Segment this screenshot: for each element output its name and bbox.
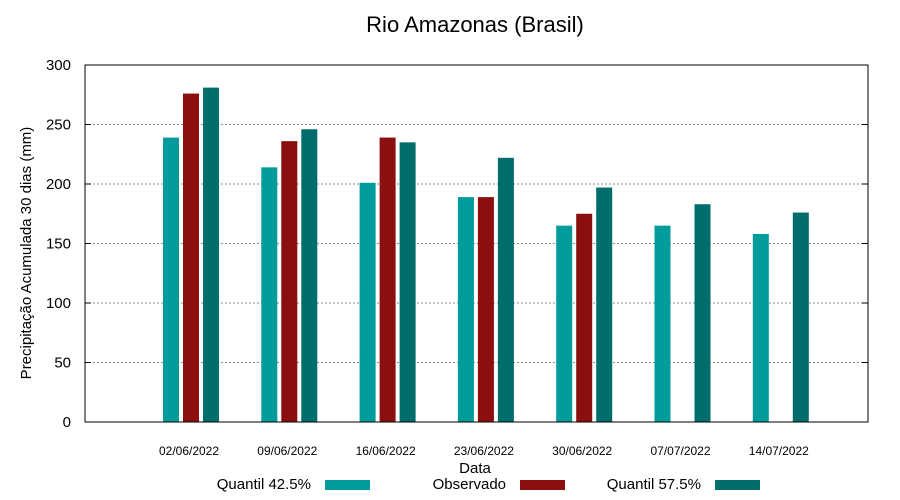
- bar-quantil-57-5--3: [497, 157, 514, 422]
- bar-quantil-42-5--5: [654, 225, 671, 422]
- bar-quantil-42-5--6: [752, 233, 769, 422]
- legend: Quantil 42.5% Observado Quantil 57.5%: [217, 476, 760, 493]
- bar-quantil-57-5--6: [792, 212, 809, 422]
- legend-swatch: [520, 480, 565, 490]
- bar-observado-3: [477, 197, 494, 422]
- y-tick-label: 100: [46, 295, 71, 312]
- x-tick-label: 09/06/2022: [257, 444, 317, 458]
- bar-observado-0: [183, 93, 199, 422]
- bars: [163, 87, 809, 423]
- y-axis-label: Precipitação Acumulada 30 dias (mm): [18, 127, 35, 380]
- x-axis-label: Data: [459, 460, 491, 477]
- chart-title: Rio Amazonas (Brasil): [366, 12, 584, 37]
- bar-quantil-42-5--2: [359, 182, 376, 422]
- y-ticks: 0 50 100 150 200 250 300: [46, 57, 868, 431]
- bar-quantil-42-5--4: [556, 225, 573, 422]
- bar-quantil-57-5--2: [399, 142, 416, 422]
- x-tick-label: 14/07/2022: [749, 444, 809, 458]
- bar-quantil-42-5--0: [163, 137, 179, 422]
- bar-quantil-57-5--5: [694, 204, 711, 422]
- y-tick-label: 50: [54, 355, 71, 372]
- bar-quantil-57-5--0: [203, 87, 219, 423]
- y-tick-label: 300: [46, 57, 71, 74]
- x-tick-label: 07/07/2022: [650, 444, 710, 458]
- y-tick-label: 200: [46, 176, 71, 193]
- y-tick-label: 0: [63, 414, 71, 431]
- x-tick-label: 02/06/2022: [159, 444, 219, 458]
- x-ticks: 02/06/2022 09/06/2022 16/06/2022 23/06/2022…: [159, 444, 809, 458]
- legend-swatch: [325, 480, 370, 490]
- bar-observado-4: [576, 213, 593, 422]
- x-tick-label: 16/06/2022: [356, 444, 416, 458]
- bar-observado-1: [281, 141, 298, 422]
- bar-quantil-57-5--4: [596, 187, 613, 422]
- y-tick-label: 250: [46, 117, 71, 134]
- grid-lines: [85, 124, 868, 363]
- bar-observado-2: [379, 137, 396, 422]
- x-tick-label: 23/06/2022: [454, 444, 514, 458]
- x-tick-label: 30/06/2022: [552, 444, 612, 458]
- legend-label: Observado: [433, 476, 506, 493]
- legend-label: Quantil 42.5%: [217, 476, 311, 493]
- bar-quantil-42-5--1: [261, 167, 278, 422]
- y-tick-label: 150: [46, 236, 71, 253]
- bar-quantil-57-5--1: [301, 129, 318, 422]
- legend-label: Quantil 57.5%: [607, 476, 701, 493]
- legend-swatch: [715, 480, 760, 490]
- bar-quantil-42-5--3: [457, 197, 474, 422]
